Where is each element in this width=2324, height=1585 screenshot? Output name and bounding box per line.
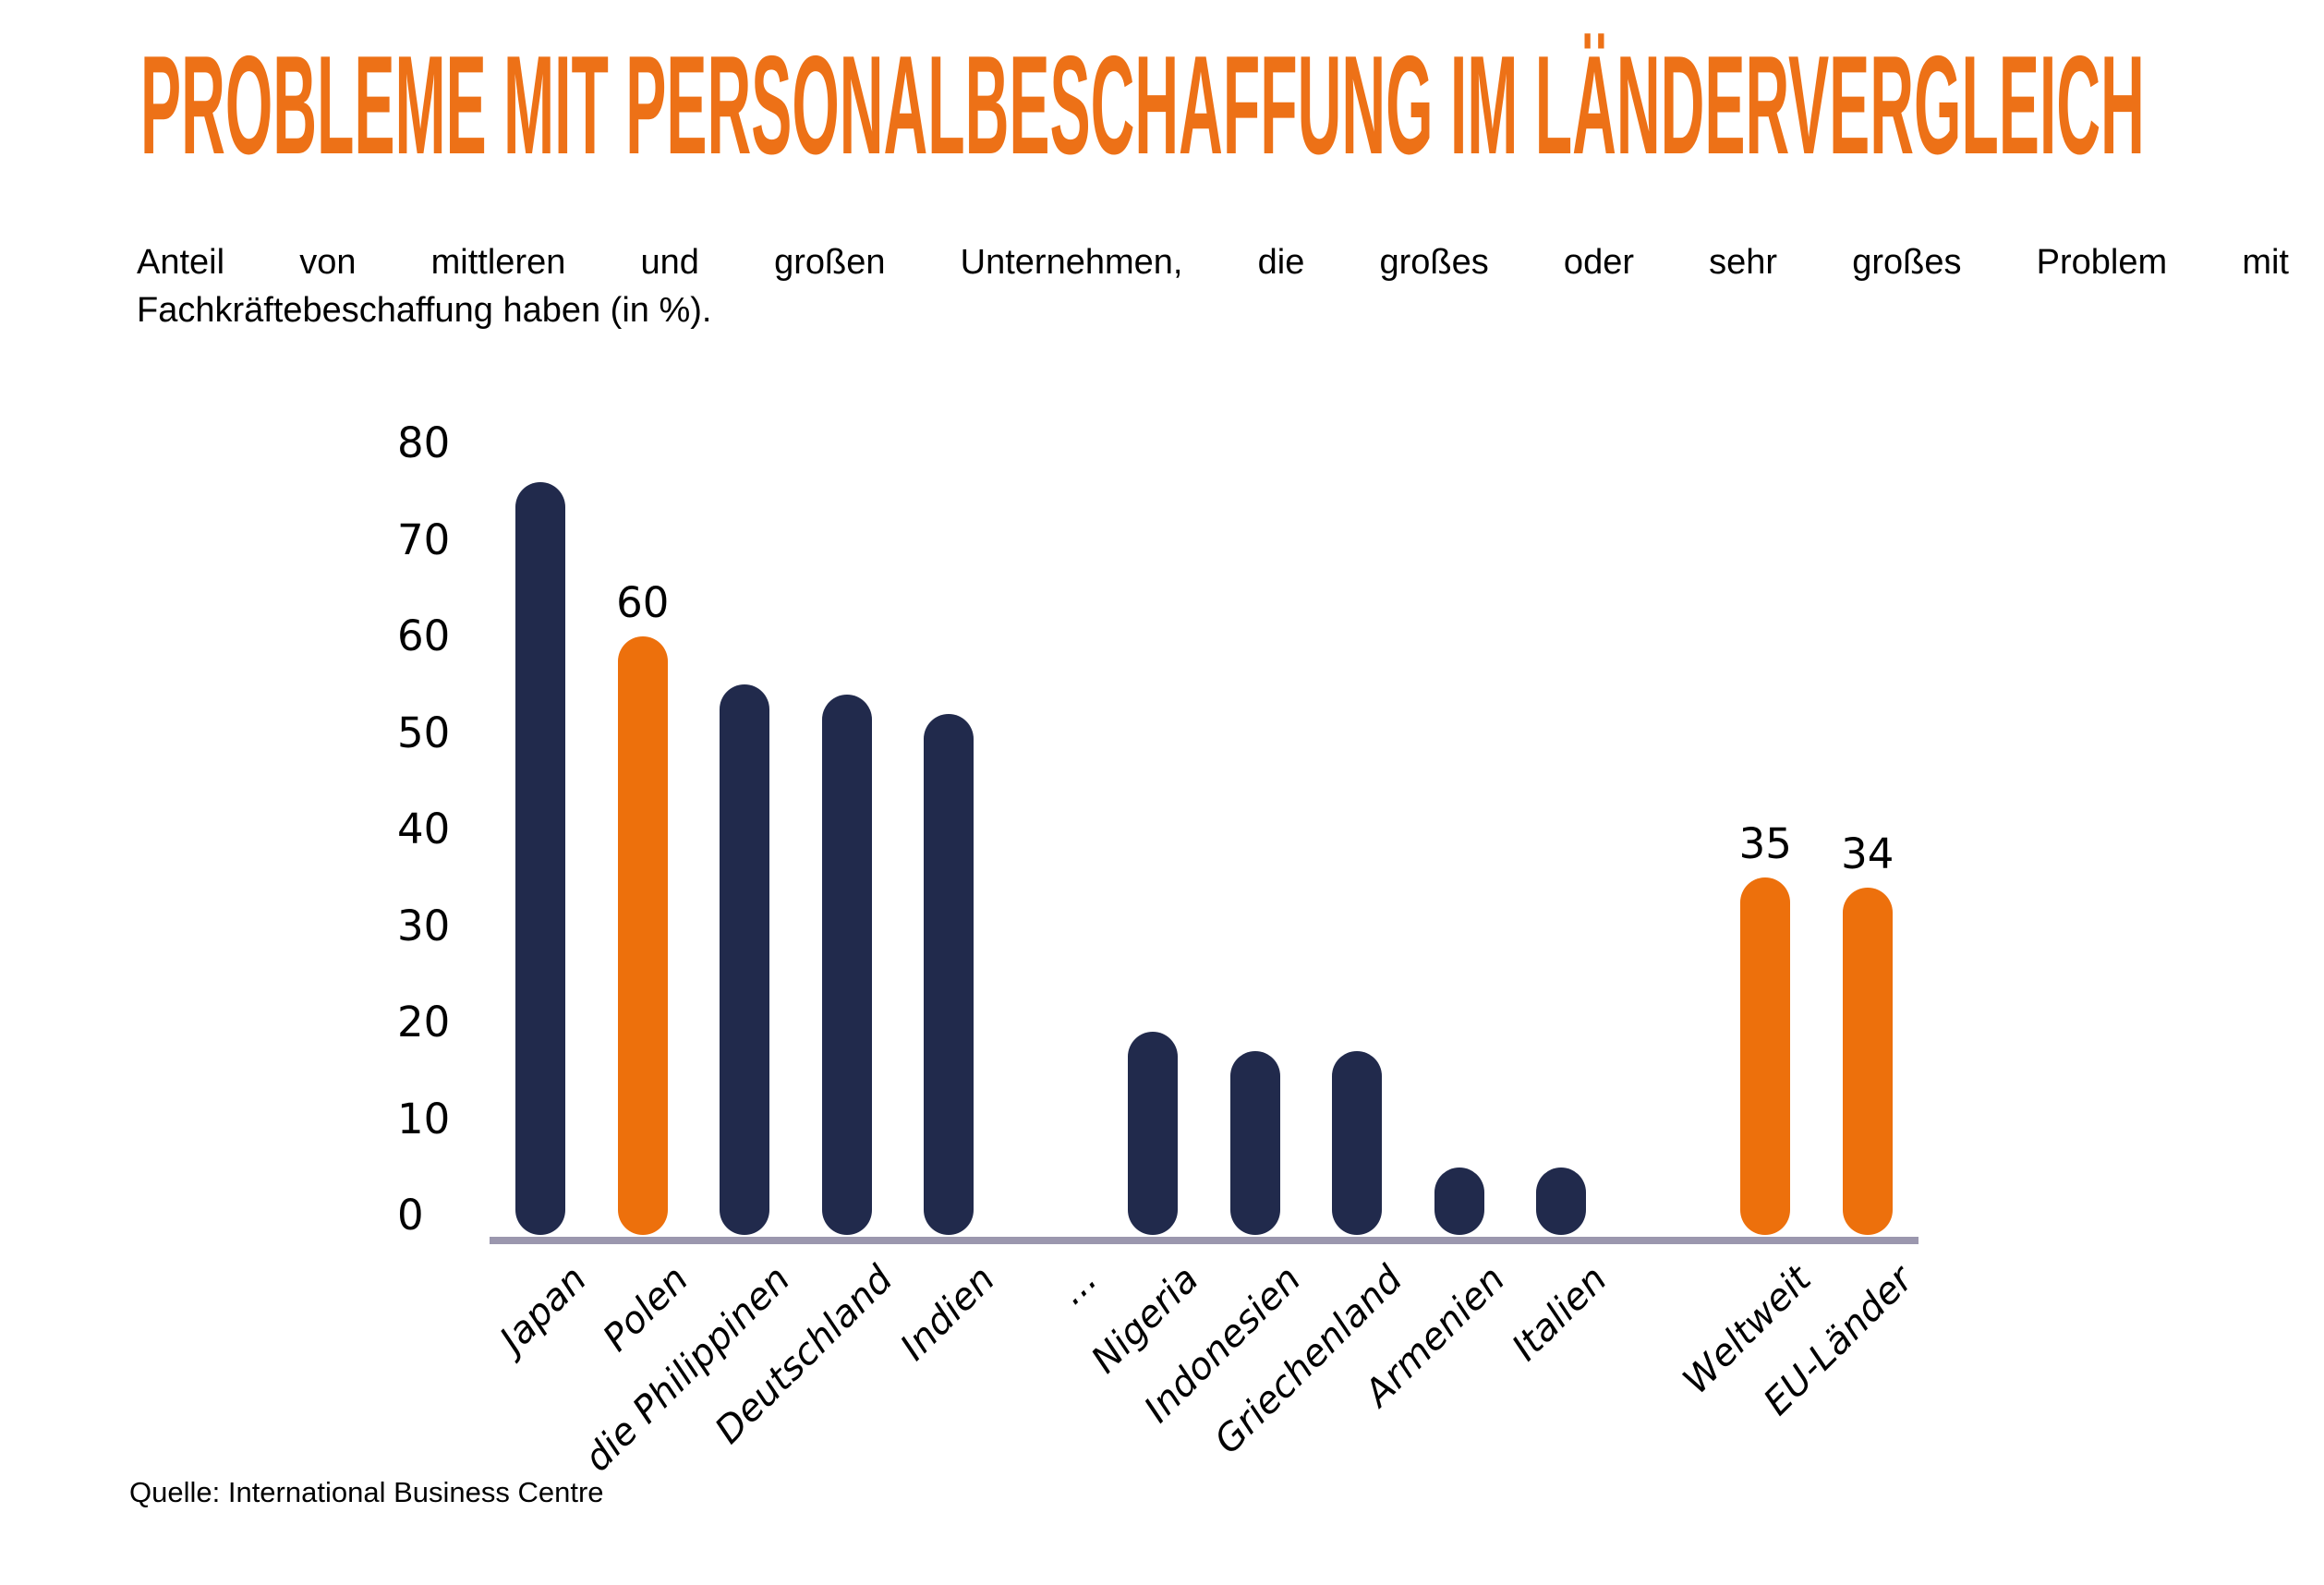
y-axis-tick-0: 0 (397, 1191, 424, 1240)
chart-subtitle: Anteil von mittleren und großen Unterneh… (137, 238, 2289, 335)
bar-italien (1536, 1167, 1587, 1235)
y-axis-tick-80: 80 (397, 418, 451, 467)
y-axis-tick-30: 30 (397, 901, 451, 950)
bar-value-label-weltweit: 35 (1738, 819, 1792, 869)
bar-indien (924, 713, 974, 1235)
bar-weltweit (1740, 877, 1791, 1235)
bar-indonesien (1229, 1051, 1280, 1235)
page-title: PROBLEME MIT PERSONALBESCHAFFUNG IM LÄND… (140, 27, 2145, 184)
x-axis-label-italien: Italien (1504, 1258, 1616, 1370)
x-axis-label-deutschland: Deutschland (707, 1258, 902, 1453)
x-axis-line (490, 1237, 1919, 1244)
bar-polen (617, 636, 668, 1235)
subtitle-line-1: Anteil von mittleren und großen Unterneh… (137, 243, 2289, 282)
subtitle-line-2: Fachkräftebeschaffung haben (in %). (137, 291, 712, 331)
bar-japan (515, 481, 566, 1235)
y-axis-tick-40: 40 (397, 805, 451, 853)
bar-griechenland (1332, 1051, 1383, 1235)
y-axis-tick-70: 70 (397, 514, 451, 564)
y-axis-tick-20: 20 (397, 998, 451, 1047)
x-axis-label-japan: Japan (491, 1258, 595, 1361)
x-axis-label-ellipsis: ... (1049, 1258, 1106, 1313)
bar-die-philippinen (720, 684, 770, 1235)
bar-armenien (1434, 1167, 1484, 1235)
bar-eu-l-nder (1842, 887, 1893, 1235)
bar-nigeria (1128, 1032, 1179, 1235)
bar-value-label-polen: 60 (616, 578, 670, 627)
y-axis-tick-50: 50 (397, 708, 451, 757)
x-axis-label-indien: Indien (891, 1258, 1003, 1369)
source-note: Quelle: International Business Centre (129, 1476, 604, 1508)
bar-deutschland (821, 694, 872, 1235)
bar-value-label-eu-l-nder: 34 (1841, 829, 1894, 878)
y-axis-tick-10: 10 (397, 1094, 451, 1143)
y-axis-tick-60: 60 (397, 611, 451, 660)
